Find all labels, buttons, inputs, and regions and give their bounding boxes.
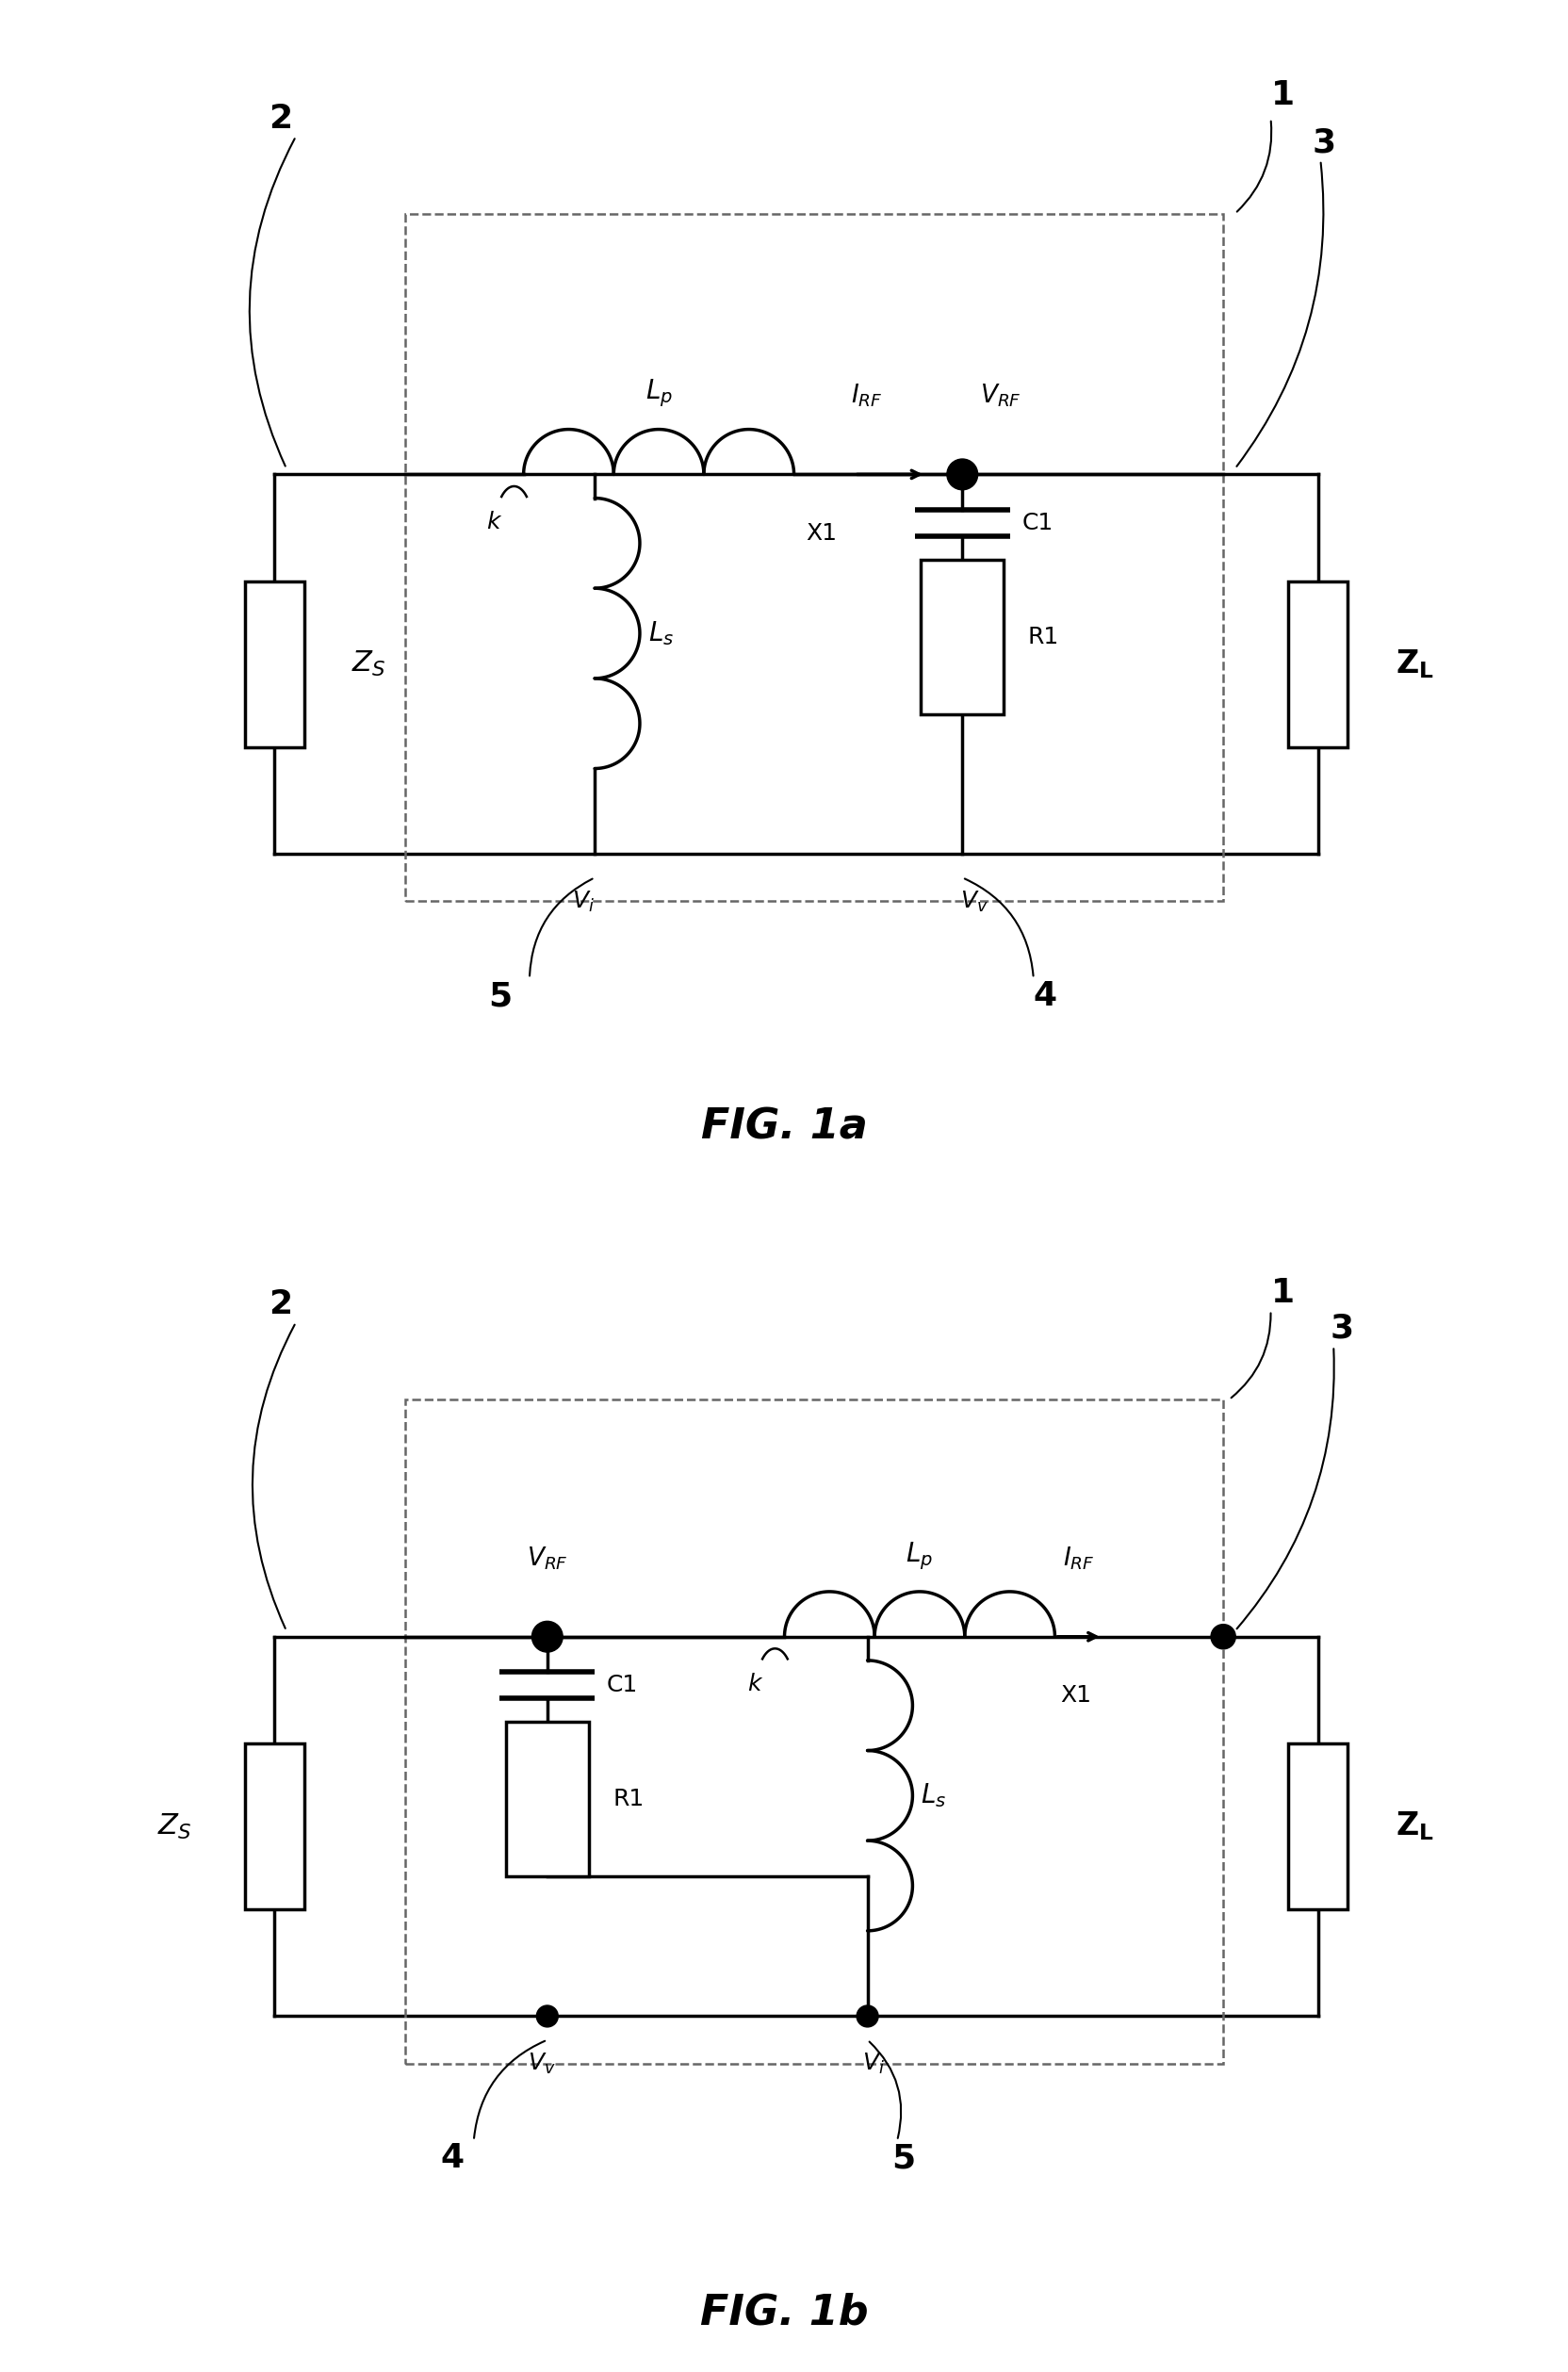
Text: $Z_S$: $Z_S$: [157, 1812, 191, 1841]
Circle shape: [1210, 1625, 1236, 1649]
Text: $I_{RF}$: $I_{RF}$: [850, 382, 881, 408]
Bar: [245, 581, 304, 747]
Text: $V_i$: $V_i$: [862, 2052, 884, 2076]
Text: X1: X1: [1060, 1684, 1091, 1708]
Bar: [405, 1399, 1223, 2064]
Bar: [1287, 581, 1347, 747]
Text: $\mathbf{Z_L}$: $\mathbf{Z_L}$: [1394, 648, 1433, 681]
Bar: [505, 1722, 588, 1876]
Text: $V_v$: $V_v$: [960, 890, 988, 913]
Text: k: k: [486, 510, 500, 534]
Text: FIG. 1b: FIG. 1b: [699, 2291, 869, 2334]
Text: $V_v$: $V_v$: [527, 2052, 555, 2076]
Text: $L_p$: $L_p$: [905, 1539, 933, 1570]
Text: 3: 3: [1330, 1312, 1353, 1345]
Text: X1: X1: [806, 522, 836, 546]
Text: 5: 5: [891, 2142, 914, 2175]
Text: 3: 3: [1311, 126, 1334, 159]
Bar: [245, 1743, 304, 1909]
Bar: [1287, 1743, 1347, 1909]
Text: R1: R1: [612, 1788, 643, 1810]
Text: $Z_S$: $Z_S$: [351, 650, 386, 678]
Text: C1: C1: [607, 1675, 638, 1696]
Text: $V_{RF}$: $V_{RF}$: [527, 1544, 568, 1570]
Text: k: k: [746, 1672, 760, 1696]
Bar: [405, 213, 1223, 901]
Text: 1: 1: [1270, 1276, 1294, 1309]
Text: 2: 2: [268, 102, 292, 135]
Text: 4: 4: [1033, 980, 1057, 1013]
Text: $L_p$: $L_p$: [644, 377, 673, 408]
Text: 5: 5: [488, 980, 511, 1013]
Text: $V_{RF}$: $V_{RF}$: [980, 382, 1021, 408]
Text: $\mathbf{Z_L}$: $\mathbf{Z_L}$: [1394, 1810, 1433, 1843]
Text: $I_{RF}$: $I_{RF}$: [1062, 1544, 1094, 1570]
Text: $L_s$: $L_s$: [920, 1781, 946, 1810]
Circle shape: [856, 2004, 878, 2028]
Circle shape: [536, 2004, 558, 2028]
Text: R1: R1: [1027, 626, 1058, 648]
Bar: [920, 560, 1004, 714]
Text: $V_i$: $V_i$: [571, 890, 594, 913]
Text: 2: 2: [268, 1288, 292, 1321]
Text: $L_s$: $L_s$: [648, 619, 673, 648]
Circle shape: [947, 460, 977, 491]
Text: FIG. 1a: FIG. 1a: [701, 1105, 867, 1148]
Text: 1: 1: [1270, 78, 1294, 111]
Text: 4: 4: [441, 2142, 464, 2175]
Circle shape: [532, 1622, 563, 1651]
Text: C1: C1: [1021, 512, 1052, 534]
